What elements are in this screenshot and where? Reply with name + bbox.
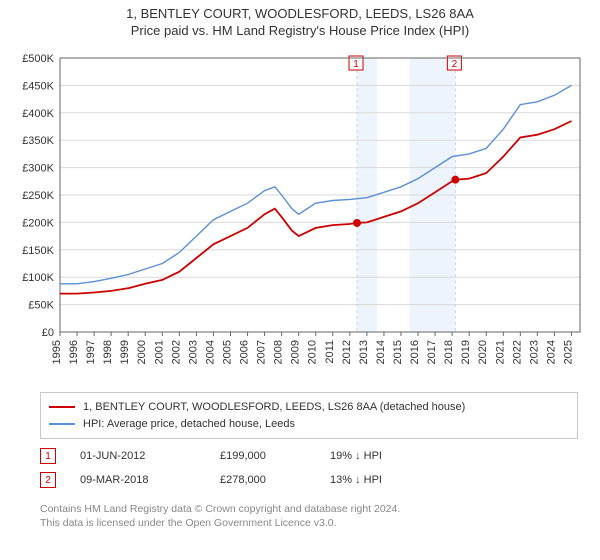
svg-text:2007: 2007 (256, 340, 268, 364)
svg-text:2020: 2020 (477, 340, 489, 364)
svg-text:2003: 2003 (187, 340, 199, 364)
footnote-line-2: This data is licensed under the Open Gov… (40, 516, 560, 530)
svg-text:1995: 1995 (51, 340, 63, 364)
sale-price-1: £199,000 (220, 450, 330, 462)
svg-text:£400K: £400K (22, 108, 54, 120)
svg-text:£250K: £250K (22, 190, 54, 202)
legend: 1, BENTLEY COURT, WOODLESFORD, LEEDS, LS… (40, 392, 578, 439)
svg-text:£450K: £450K (22, 80, 54, 92)
svg-text:2018: 2018 (443, 340, 455, 364)
svg-text:2008: 2008 (273, 340, 285, 364)
sale-date-2: 09-MAR-2018 (80, 474, 220, 486)
svg-text:2001: 2001 (153, 340, 165, 364)
svg-text:2006: 2006 (239, 340, 251, 364)
svg-text:£300K: £300K (22, 163, 54, 175)
sale-date-1: 01-JUN-2012 (80, 450, 220, 462)
svg-text:1997: 1997 (85, 340, 97, 364)
sale-row-2: 2 09-MAR-2018 £278,000 13% ↓ HPI (40, 468, 560, 492)
sale-marker-2: 2 (40, 472, 56, 488)
legend-item-hpi: HPI: Average price, detached house, Leed… (49, 416, 569, 433)
svg-text:£0: £0 (42, 327, 54, 339)
svg-text:2: 2 (452, 59, 458, 70)
svg-text:2011: 2011 (324, 340, 336, 364)
svg-text:1996: 1996 (68, 340, 80, 364)
legend-swatch-hpi (49, 423, 75, 425)
legend-swatch-property (49, 406, 75, 408)
svg-text:1999: 1999 (119, 340, 131, 364)
sale-pct-2: 13% ↓ HPI (330, 474, 460, 486)
svg-text:1: 1 (353, 59, 359, 70)
svg-text:2022: 2022 (511, 340, 523, 364)
svg-text:2005: 2005 (221, 340, 233, 364)
svg-text:2021: 2021 (494, 340, 506, 364)
chart-svg: £0 £50K £100K £150K £200K £250K £300K £350K £400… (14, 48, 586, 378)
svg-text:£200K: £200K (22, 217, 54, 229)
svg-text:2014: 2014 (375, 340, 387, 364)
address-title: 1, BENTLEY COURT, WOODLESFORD, LEEDS, LS… (0, 6, 600, 21)
chart-title-block: 1, BENTLEY COURT, WOODLESFORD, LEEDS, LS… (0, 0, 600, 38)
sale-price-2: £278,000 (220, 474, 330, 486)
footnote-line-1: Contains HM Land Registry data © Crown c… (40, 502, 560, 516)
svg-text:£150K: £150K (22, 245, 54, 257)
legend-label-property: 1, BENTLEY COURT, WOODLESFORD, LEEDS, LS… (83, 399, 465, 416)
price-chart: £0 £50K £100K £150K £200K £250K £300K £350K £400… (14, 48, 586, 378)
svg-text:2015: 2015 (392, 340, 404, 364)
svg-text:1998: 1998 (102, 340, 114, 364)
svg-text:2013: 2013 (358, 340, 370, 364)
svg-text:£350K: £350K (22, 135, 54, 147)
svg-text:2012: 2012 (341, 340, 353, 364)
svg-text:2019: 2019 (460, 340, 472, 364)
subtitle: Price paid vs. HM Land Registry's House … (0, 23, 600, 38)
svg-text:£50K: £50K (28, 300, 54, 312)
svg-text:£500K: £500K (22, 53, 54, 65)
svg-text:2025: 2025 (562, 340, 574, 364)
footnote: Contains HM Land Registry data © Crown c… (40, 502, 560, 530)
sale-marker-1: 1 (40, 448, 56, 464)
svg-text:2024: 2024 (545, 340, 557, 364)
svg-text:2002: 2002 (170, 340, 182, 364)
legend-label-hpi: HPI: Average price, detached house, Leed… (83, 416, 295, 433)
svg-text:2017: 2017 (426, 340, 438, 364)
svg-text:2004: 2004 (204, 340, 216, 364)
svg-text:2009: 2009 (290, 340, 302, 364)
sale-row-1: 1 01-JUN-2012 £199,000 19% ↓ HPI (40, 444, 560, 468)
sales-table: 1 01-JUN-2012 £199,000 19% ↓ HPI 2 09-MA… (40, 444, 560, 492)
svg-text:2016: 2016 (409, 340, 421, 364)
legend-item-property: 1, BENTLEY COURT, WOODLESFORD, LEEDS, LS… (49, 399, 569, 416)
svg-text:2000: 2000 (136, 340, 148, 364)
svg-text:2023: 2023 (528, 340, 540, 364)
svg-text:2010: 2010 (307, 340, 319, 364)
svg-text:£100K: £100K (22, 272, 54, 284)
sale-pct-1: 19% ↓ HPI (330, 450, 460, 462)
